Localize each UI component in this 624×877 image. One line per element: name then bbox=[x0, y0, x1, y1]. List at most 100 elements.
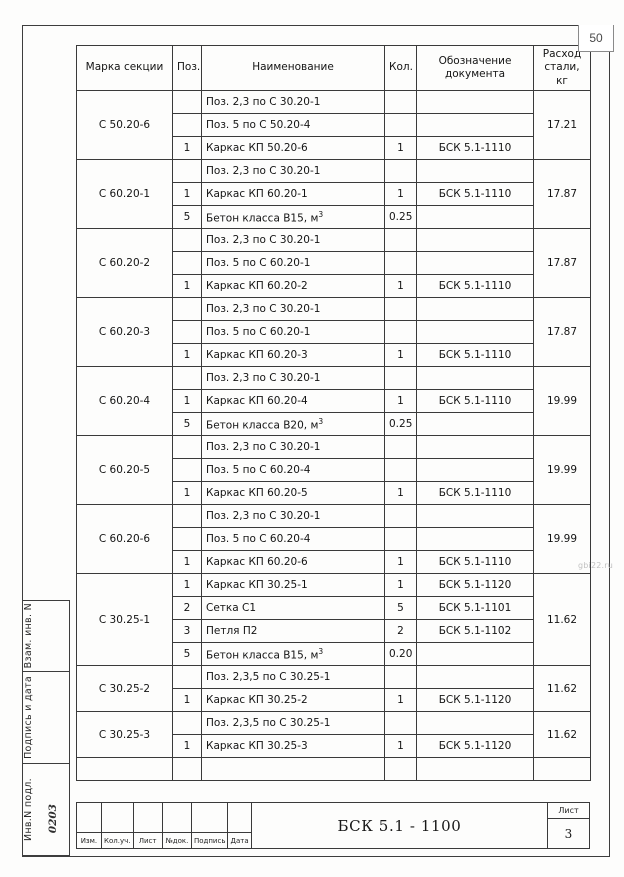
cell-quantity bbox=[384, 113, 417, 137]
cell-item-name: Поз. 2,3 по С 30.20-1 bbox=[201, 90, 385, 114]
table-row: 1 Каркас КП 60.20-5 1 БСК 5.1-1110 bbox=[77, 481, 591, 505]
cell-position bbox=[172, 435, 202, 459]
revision-blank-row bbox=[77, 803, 251, 833]
cell-quantity: 0.25 bbox=[384, 412, 417, 436]
cell-position bbox=[172, 320, 202, 344]
cell-item-name: Каркас КП 50.20-6 bbox=[201, 136, 385, 160]
inventory-number-handwritten: 0203 bbox=[47, 804, 59, 834]
cell-quantity: 0.25 bbox=[384, 205, 417, 229]
cell-quantity bbox=[384, 665, 417, 689]
cell-section-mark bbox=[76, 757, 173, 781]
cell-item-name: Каркас КП 60.20-3 bbox=[201, 343, 385, 367]
cell-position bbox=[172, 297, 202, 321]
table-body: С 50.20-6 Поз. 2,3 по С 30.20-1 17.21 Поз. … bbox=[76, 90, 591, 781]
cell-quantity: 1 bbox=[384, 734, 417, 758]
cell-document-designation bbox=[416, 366, 534, 390]
cell-section-mark: С 60.20-2 bbox=[76, 228, 173, 298]
margin-label-podpis-data: Подпись и дата bbox=[23, 676, 34, 759]
revision-blank-ndok bbox=[163, 803, 193, 832]
cell-item-name: Бетон класса В15, м3 bbox=[201, 642, 385, 666]
cell-position bbox=[172, 113, 202, 137]
cell-item-name-text: Бетон класса В15, м bbox=[206, 649, 319, 662]
cell-section-mark: С 60.20-4 bbox=[76, 366, 173, 436]
margin-cell-vzam-inv: Взам. инв. N bbox=[23, 600, 70, 672]
cell-item-name: Каркас КП 30.25-2 bbox=[201, 688, 385, 712]
cell-document-designation bbox=[416, 504, 534, 528]
cell-document-designation bbox=[416, 711, 534, 735]
table-row: 1 Каркас КП 30.25-3 1 БСК 5.1-1120 bbox=[77, 734, 591, 758]
cell-position bbox=[172, 711, 202, 735]
table-row: 1 Каркас КП 30.25-2 1 БСК 5.1-1120 bbox=[77, 688, 591, 712]
cell-document-designation bbox=[416, 458, 534, 482]
revision-blank-izm bbox=[77, 803, 102, 832]
header-steel: Расход стали, кг bbox=[533, 45, 591, 91]
cell-document-designation bbox=[416, 527, 534, 551]
cell-quantity bbox=[384, 757, 417, 781]
cell-item-name: Поз. 5 по С 50.20-4 bbox=[201, 113, 385, 137]
cell-steel-consumption: 19.99 bbox=[533, 435, 591, 505]
revision-label-data: Дата bbox=[230, 836, 249, 845]
table-row: С 30.25-3 Поз. 2,3,5 по С 30.25-1 11.62 bbox=[76, 711, 591, 758]
revision-label-list: Лист bbox=[134, 833, 163, 848]
table-header-row: Марка секции Поз. Наименование Кол. Обоз… bbox=[76, 45, 591, 91]
revision-label-row: Изм. Кол.уч. Лист №док. Подпись Дата bbox=[77, 833, 251, 848]
cell-document-designation: БСК 5.1-1110 bbox=[416, 136, 534, 160]
table-row: Поз. 5 по С 60.20-4 bbox=[77, 527, 591, 551]
cell-position bbox=[172, 251, 202, 275]
cell-document-designation bbox=[416, 320, 534, 344]
cell-document-designation bbox=[416, 297, 534, 321]
revision-blank-list bbox=[134, 803, 163, 832]
cell-position: 1 bbox=[172, 274, 202, 298]
cell-position bbox=[172, 159, 202, 183]
cell-position bbox=[172, 90, 202, 114]
cell-quantity bbox=[384, 297, 417, 321]
cell-quantity: 1 bbox=[384, 343, 417, 367]
sheet-label: Лист bbox=[548, 803, 589, 819]
table-row: С 60.20-1 Поз. 2,3 по С 30.20-1 17.87 bbox=[76, 159, 591, 229]
header-qty: Кол. bbox=[384, 45, 417, 91]
page-number: 50 bbox=[578, 25, 614, 52]
sheet-number: 3 bbox=[564, 826, 573, 841]
cell-section-mark: С 60.20-5 bbox=[76, 435, 173, 505]
revision-blank-data bbox=[228, 803, 251, 832]
cell-document-designation bbox=[416, 113, 534, 137]
cell-quantity bbox=[384, 527, 417, 551]
cell-item-name: Сетка С1 bbox=[201, 596, 385, 620]
table-row: Поз. 5 по С 60.20-1 bbox=[77, 320, 591, 344]
cell-quantity bbox=[384, 711, 417, 735]
cell-steel-consumption: 17.87 bbox=[533, 159, 591, 229]
cell-document-designation: БСК 5.1-1101 bbox=[416, 596, 534, 620]
cell-position: 1 bbox=[172, 343, 202, 367]
cell-quantity bbox=[384, 366, 417, 390]
cell-document-designation: БСК 5.1-1120 bbox=[416, 573, 534, 597]
cell-document-designation bbox=[416, 757, 534, 781]
cell-steel-consumption bbox=[533, 757, 591, 781]
cell-position bbox=[172, 527, 202, 551]
header-pos: Поз. bbox=[172, 45, 202, 91]
header-steel-line2: стали, кг bbox=[544, 61, 580, 87]
cell-document-designation bbox=[416, 228, 534, 252]
cell-item-name-unit-exponent: 3 bbox=[318, 646, 324, 656]
cell-item-name: Поз. 2,3 по С 30.20-1 bbox=[201, 366, 385, 390]
cell-item-name-text: Бетон класса В20, м bbox=[206, 419, 319, 432]
cell-item-name: Каркас КП 60.20-4 bbox=[201, 389, 385, 413]
cell-quantity bbox=[384, 435, 417, 459]
revision-grid: Изм. Кол.уч. Лист №док. Подпись Дата bbox=[77, 803, 252, 848]
header-name: Наименование bbox=[201, 45, 385, 91]
table-row: 1 Каркас КП 60.20-6 1 БСК 5.1-1110 bbox=[77, 550, 591, 574]
cell-steel-consumption: 11.62 bbox=[533, 573, 591, 666]
revision-label-podpis: Подпись bbox=[192, 833, 229, 848]
cell-section-mark: С 60.20-1 bbox=[76, 159, 173, 229]
cell-document-designation: БСК 5.1-1120 bbox=[416, 688, 534, 712]
cell-item-name: Каркас КП 60.20-2 bbox=[201, 274, 385, 298]
cell-document-designation bbox=[416, 159, 534, 183]
cell-document-designation bbox=[416, 251, 534, 275]
cell-quantity: 1 bbox=[384, 481, 417, 505]
cell-item-name: Поз. 5 по С 60.20-1 bbox=[201, 251, 385, 275]
margin-label-inv-podl: Инв.N подл. bbox=[23, 777, 34, 842]
cell-quantity bbox=[384, 504, 417, 528]
margin-cell-inv-podl: Инв.N подл. 0203 bbox=[23, 764, 70, 856]
cell-item-name bbox=[201, 757, 385, 781]
document-code: БСК 5.1 - 1100 bbox=[337, 816, 462, 835]
cell-item-name-text: Бетон класса В15, м bbox=[206, 212, 319, 225]
